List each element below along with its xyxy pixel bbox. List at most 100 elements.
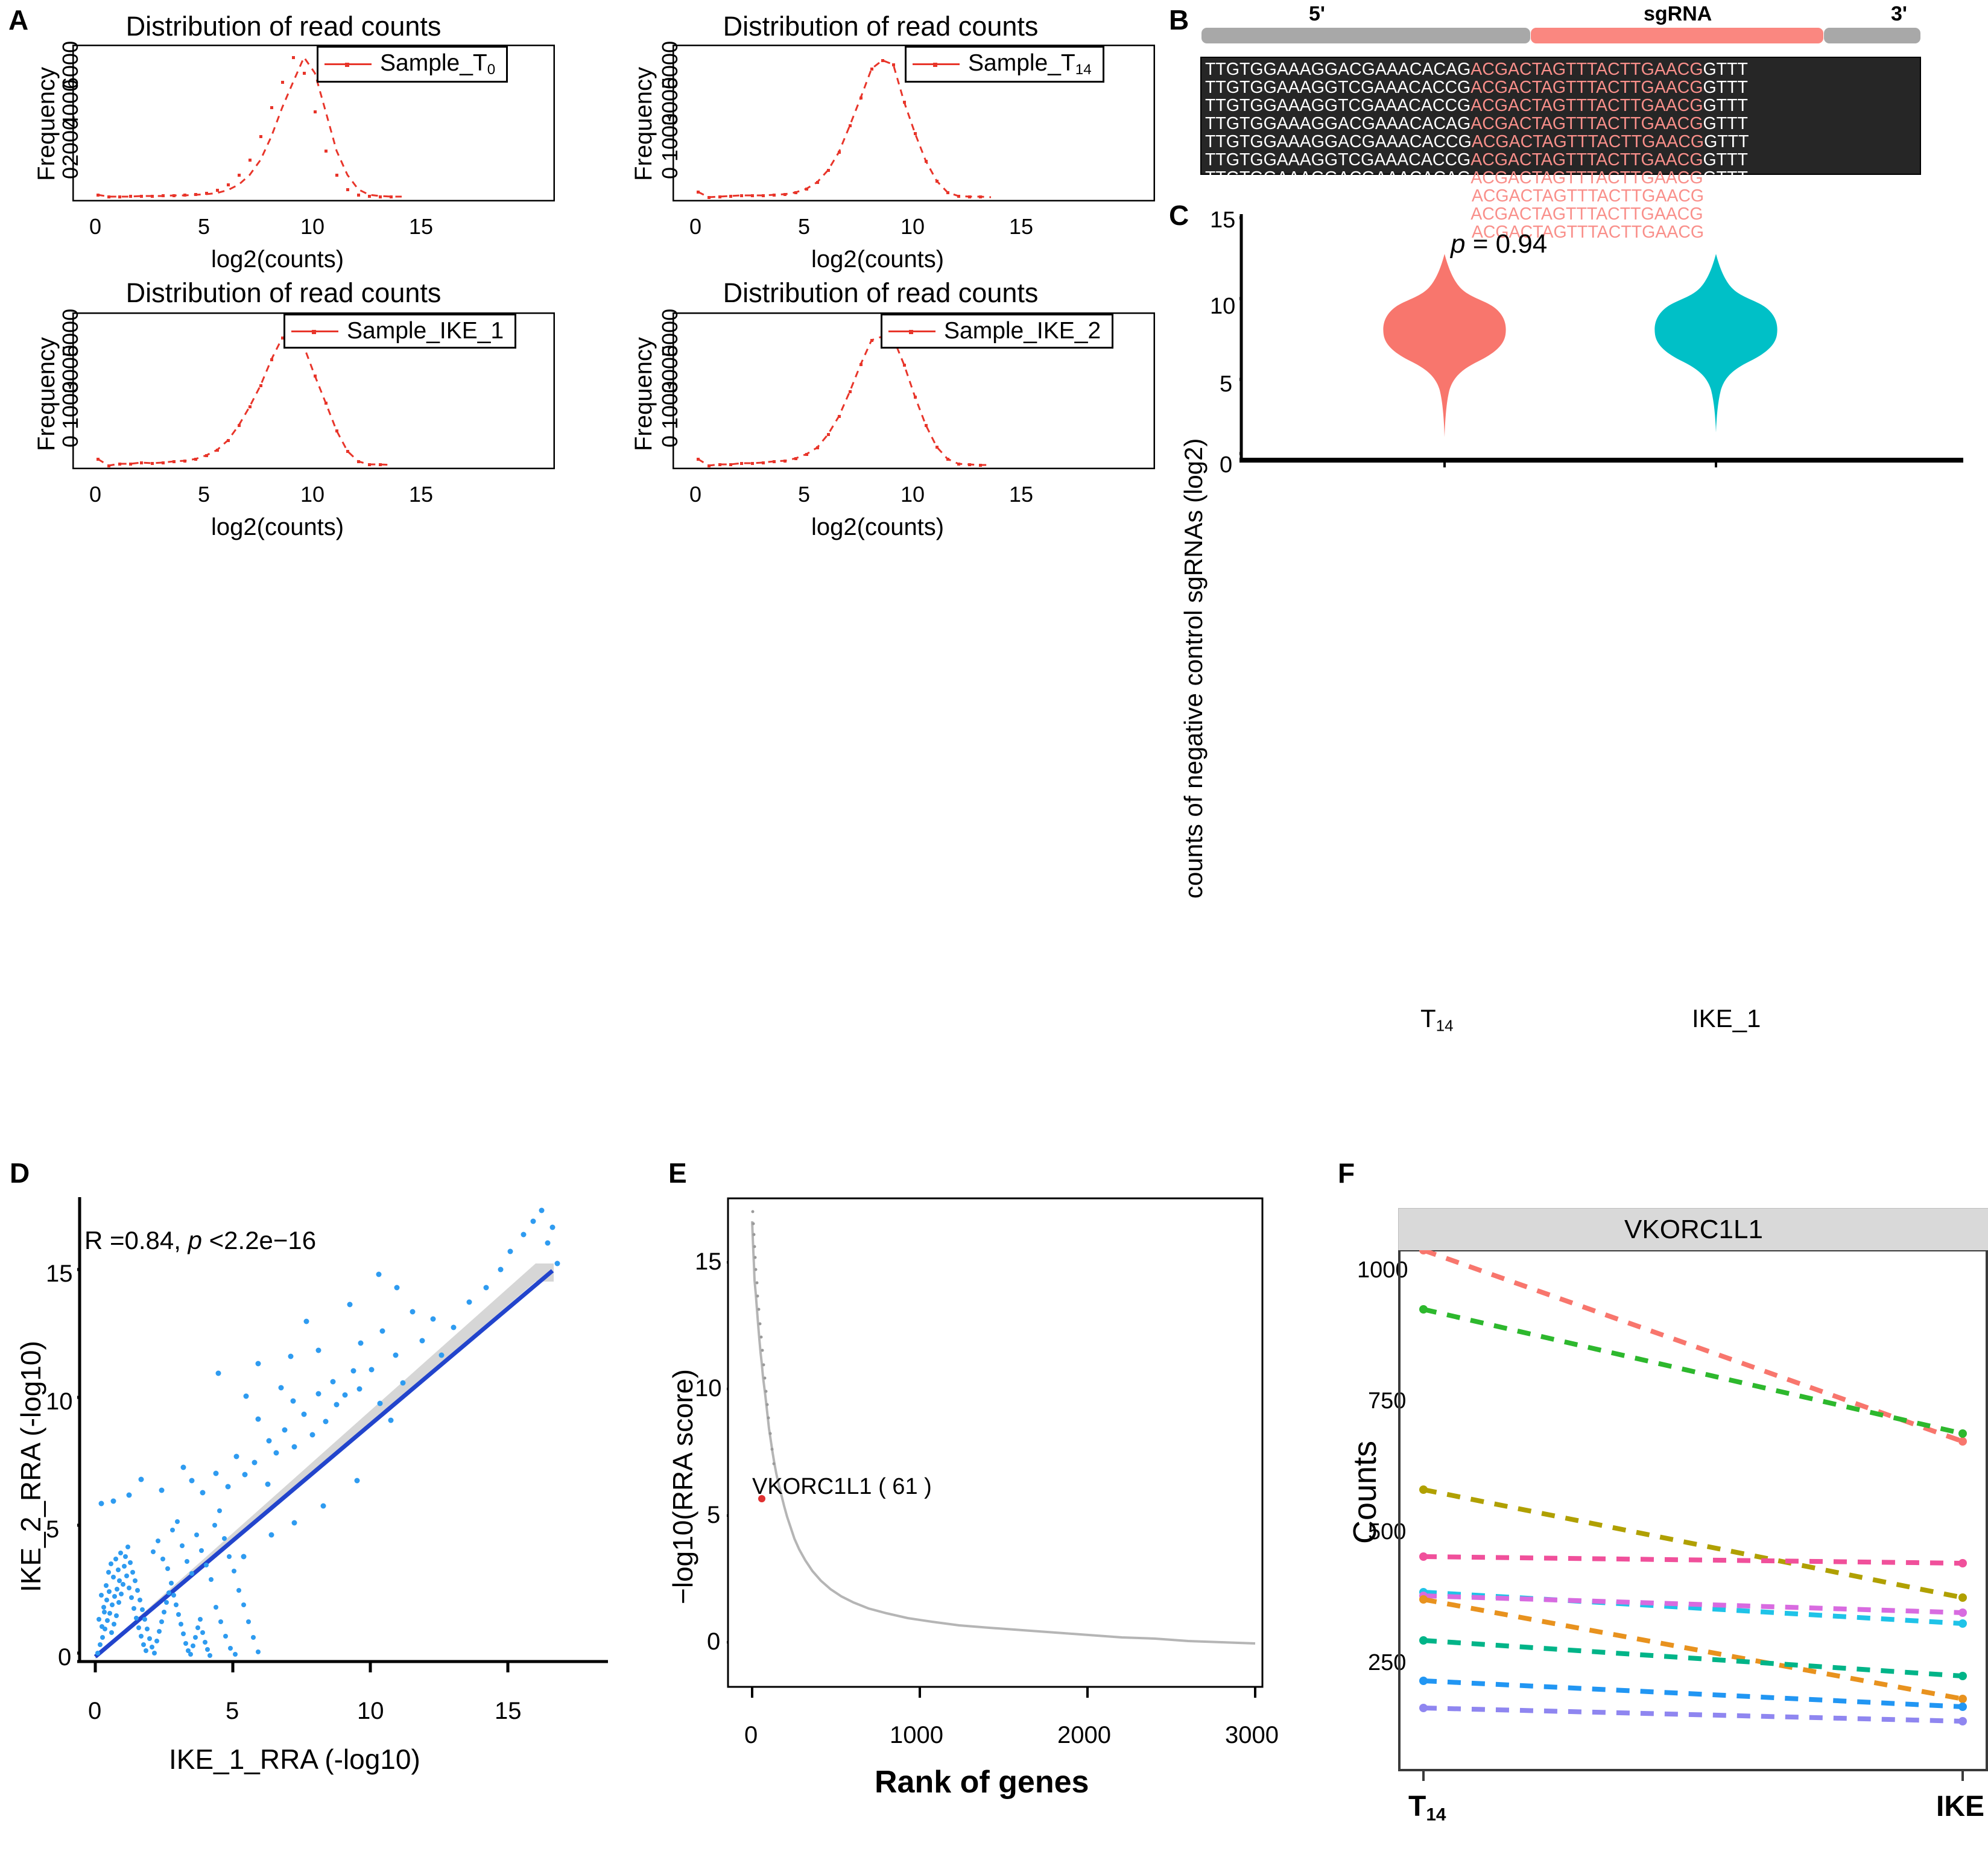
- stat-p-symbol: p: [188, 1226, 202, 1254]
- sequence-suffix: GTTT: [1703, 114, 1748, 133]
- panel-letter-c: C: [1169, 200, 1189, 231]
- regression-line: [93, 1269, 554, 1659]
- y-tick-label: 0: [707, 1628, 721, 1655]
- legend-line-icon: [913, 63, 960, 68]
- x-tick-label: 10: [300, 214, 325, 239]
- sequence-suffix: GTTT: [1703, 78, 1748, 97]
- sequence-row: TTGTGGAAAGGACGAAACACAGACGACTAGTTTACTTGAA…: [1205, 60, 1920, 78]
- five-prime-bar: [1201, 28, 1530, 43]
- sequence-sgrna: ACGACTAGTTTACTTGAACG: [1470, 78, 1703, 97]
- x-tick-label: 15: [1009, 482, 1034, 507]
- violin-p-annotation: p = 0.94: [1451, 229, 1547, 259]
- legend-label: Sample_T: [380, 50, 487, 76]
- five-prime-label: 5': [1309, 2, 1325, 25]
- histogram-plot-area: [72, 45, 555, 201]
- legend-label-sub: 14: [1075, 62, 1092, 78]
- panel-letter-f: F: [1338, 1157, 1355, 1189]
- sequence-sgrna: ACGACTAGTTTACTTGAACG: [1471, 186, 1705, 206]
- x-tick-label: 15: [495, 1698, 522, 1724]
- sequence-row: TTGTGGAAAGGACGAAACACAGACGACTAGTTTACTTGAA…: [1205, 115, 1920, 133]
- violin-x-tick-t14: T14: [1420, 1004, 1454, 1035]
- sequence-prefix: TTGTGGAAAGGTCGAAACACCG: [1205, 150, 1471, 169]
- sgrna-line: [1423, 1487, 1963, 1600]
- sequence-prefix: TTGTGGAAAGGACGAAACACCG: [1205, 223, 1472, 242]
- legend-line-icon: [291, 329, 338, 334]
- facet-strip: VKORC1L1: [1398, 1208, 1988, 1251]
- legend-label: Sample_IKE_1: [347, 318, 504, 344]
- histogram-legend: Sample_IKE_1: [283, 314, 517, 349]
- sequence-suffix: GTTT: [1704, 132, 1749, 151]
- sgrna-line: [1423, 1597, 1963, 1701]
- sequence-suffix: GTTT: [1703, 96, 1748, 115]
- sgrna-label: sgRNA: [1644, 2, 1712, 25]
- y-tick-label: 15: [695, 1248, 722, 1275]
- histogram-ylabel: Frequency: [33, 337, 60, 451]
- histogram-plot-area: [673, 312, 1155, 469]
- violin-shape-ike1: [1654, 254, 1777, 432]
- scatter-stat-annotation: R =0.84, p <2.2e−16: [84, 1226, 316, 1255]
- x-tick-label: 10: [901, 214, 925, 239]
- x-tick-label: 0: [89, 214, 102, 239]
- panel-letter-e: E: [668, 1157, 687, 1189]
- sequence-sgrna: ACGACTAGTTTACTTGAACG: [1470, 114, 1703, 133]
- x-tick-label: 2000: [1057, 1722, 1111, 1748]
- sequence-row: TTGTGGAAAGGTCGAAACACCGACGACTAGTTTACTTGAA…: [1205, 96, 1920, 115]
- x-tick-label: 15: [409, 482, 434, 507]
- violin-ylabel: counts of negative control sgRNAs (log2): [1179, 438, 1208, 899]
- sgrna-line: [1423, 1706, 1963, 1724]
- sequence-prefix: TTGTGGAAAGGACGAAACACCG: [1205, 132, 1472, 151]
- y-tick-label: 15: [1210, 207, 1236, 233]
- highlight-gene-label: VKORC1L1 ( 61 ): [752, 1474, 932, 1499]
- sequence-suffix: GTTT: [1704, 223, 1749, 242]
- histogram-title: Distribution of read counts: [723, 11, 1039, 42]
- x-tick-label: 5: [226, 1698, 239, 1724]
- y-tick-label: 0: [1220, 452, 1233, 478]
- histogram-xlabel: log2(counts): [811, 514, 945, 540]
- sequence-row: TTGTGGAAAGGTCGAAACACCGACGACTAGTTTACTTGAA…: [1205, 78, 1920, 96]
- sequence-sgrna: ACGACTAGTTTACTTGAACG: [1471, 223, 1705, 242]
- sequence-prefix: TTGTGGAAAGGACGAAACACAG: [1205, 60, 1471, 79]
- rra-plot-area: [727, 1197, 1264, 1698]
- three-prime-label: 3': [1891, 2, 1907, 25]
- legend-label-sub: 0: [487, 62, 496, 78]
- x-tick-label: 0: [744, 1722, 758, 1748]
- sequence-sgrna: ACGACTAGTTTACTTGAACG: [1470, 168, 1703, 188]
- sequence-prefix: TTGTGGAAAGGTCGAAACACCG: [1205, 96, 1471, 115]
- sequence-suffix: GTTT: [1703, 150, 1748, 169]
- histogram-legend: Sample_T0: [317, 46, 508, 83]
- sequence-prefix: TTGTGGAAAGGTCGAAACACCG: [1205, 204, 1471, 224]
- sequence-prefix: TTGTGGAAAGGACGAAACACAG: [1205, 114, 1471, 133]
- y-tick-label: 5: [1220, 372, 1233, 397]
- histogram-plot-area: [673, 45, 1155, 201]
- histogram-plot-area: [72, 312, 555, 469]
- histogram-ylabel: Frequency: [33, 67, 60, 181]
- sequence-row: TTGTGGAAAGGACGAAACACAGACGACTAGTTTACTTGAA…: [1205, 169, 1920, 187]
- sgrna-line: [1423, 1593, 1963, 1615]
- sequence-prefix: TTGTGGAAAGGTCGAAACACCG: [1205, 78, 1471, 97]
- x-tick-label: 0: [89, 482, 102, 507]
- x-tick-label: 0: [88, 1698, 102, 1724]
- sgrna-endpoints: [1419, 1250, 1967, 1725]
- sequence-sgrna: ACGACTAGTTTACTTGAACG: [1470, 204, 1703, 224]
- violin-x-tick-ike1: IKE_1: [1692, 1004, 1761, 1033]
- sequence-suffix: GTTT: [1703, 204, 1748, 224]
- sequence-sgrna: ACGACTAGTTTACTTGAACG: [1470, 60, 1703, 79]
- sequence-row: TTGTGGAAAGGTCGAAACACCGACGACTAGTTTACTTGAA…: [1205, 151, 1920, 169]
- sequence-sgrna: ACGACTAGTTTACTTGAACG: [1470, 96, 1703, 115]
- y-tick-label: 5: [707, 1502, 721, 1528]
- legend-line-icon: [888, 329, 935, 334]
- histogram-ylabel: Frequency: [630, 337, 657, 451]
- y-tick-label: 10: [695, 1375, 722, 1402]
- sequence-row: TTGTGGAAAGGACGAAACACCGACGACTAGTTTACTTGAA…: [1205, 187, 1920, 205]
- x-tick-label: 0: [689, 214, 702, 239]
- y-tick-label: 0: [58, 1644, 72, 1671]
- y-tick-label: 10: [1210, 294, 1236, 319]
- panel-letter-d: D: [10, 1157, 30, 1189]
- sequence-sgrna: ACGACTAGTTTACTTGAACG: [1471, 132, 1705, 151]
- sequence-alignment-box: TTGTGGAAAGGACGAAACACAGACGACTAGTTTACTTGAA…: [1200, 57, 1921, 241]
- sgrna-line: [1423, 1678, 1963, 1709]
- x-tick-label: 0: [689, 482, 702, 507]
- x-tick-label: 10: [901, 482, 925, 507]
- x-tick-label: 3000: [1225, 1722, 1279, 1748]
- histogram-title: Distribution of read counts: [723, 277, 1039, 308]
